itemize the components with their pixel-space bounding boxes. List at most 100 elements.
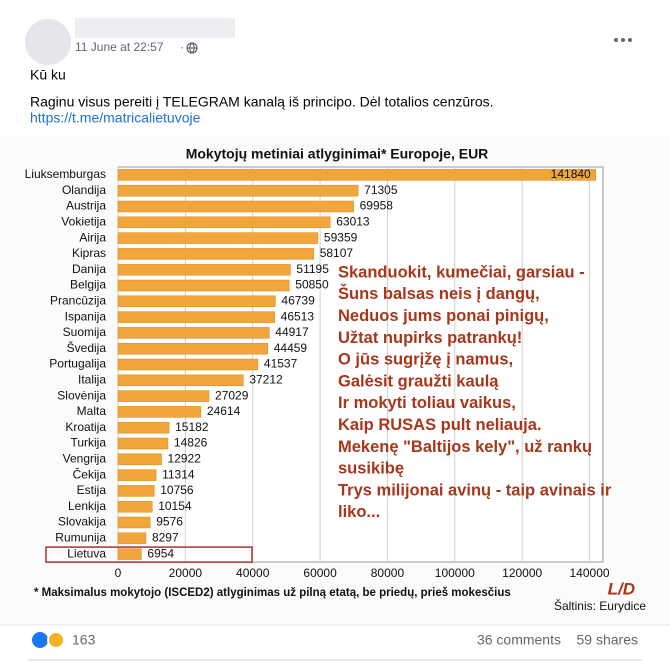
bar <box>117 232 319 244</box>
value-label: 9576 <box>156 515 183 529</box>
category-label: Čekija <box>73 466 107 481</box>
value-label: 71305 <box>364 183 398 197</box>
x-tick-label: 20000 <box>169 566 203 580</box>
value-label: 44459 <box>274 341 308 355</box>
x-tick-label: 100000 <box>435 566 475 580</box>
bar <box>117 295 276 308</box>
bar <box>117 169 596 181</box>
value-label: 69958 <box>360 199 394 213</box>
category-label: Belgija <box>70 278 106 292</box>
poem-line: Kaip RUSAS pult neliauja. <box>338 416 542 434</box>
category-label: Vokietija <box>61 214 106 228</box>
blurred-name[interactable] <box>75 18 235 38</box>
value-label: 141840 <box>551 167 591 181</box>
category-label: Turkija <box>70 436 106 450</box>
value-label: 63013 <box>336 214 370 228</box>
category-label: Rumunija <box>55 530 106 544</box>
value-label: 12922 <box>168 451 202 465</box>
category-label: Austrija <box>66 199 106 213</box>
poem-line: Galėsit graužti kaulą <box>338 372 499 390</box>
category-label: Kroatija <box>65 420 106 434</box>
category-label: Danija <box>72 262 106 276</box>
post-line: Kū ku <box>30 67 66 83</box>
category-label: Prancūzija <box>50 293 106 307</box>
value-label: 37212 <box>249 372 283 386</box>
category-label: Lietuva <box>67 546 106 560</box>
poem-line: liko... <box>338 503 380 521</box>
bar <box>117 516 151 529</box>
post-date[interactable]: 11 June at 22:57 <box>75 40 164 54</box>
x-tick-label: 120000 <box>502 566 542 580</box>
category-label: Portugalija <box>49 357 106 371</box>
value-label: 15182 <box>175 420 209 434</box>
poem-line: Mekenę "Baltijos kely", už rankų <box>338 438 592 456</box>
value-label: 11314 <box>162 467 195 481</box>
bar <box>117 184 359 197</box>
shares-count[interactable]: 59 shares <box>577 632 638 648</box>
bar <box>117 327 270 339</box>
value-label: 24614 <box>207 404 241 418</box>
more-button[interactable] <box>614 38 632 42</box>
category-label: Airija <box>79 230 106 244</box>
category-label: Estija <box>77 483 107 497</box>
bar <box>117 358 259 371</box>
reaction-icons[interactable] <box>32 631 65 649</box>
value-label: 51195 <box>296 262 329 276</box>
category-label: Lenkija <box>68 499 106 513</box>
post-line: Raginu visus pereiti į TELEGRAM kanalą i… <box>30 94 494 110</box>
bar <box>117 200 354 213</box>
value-label: 44917 <box>275 325 309 339</box>
value-label: 27029 <box>215 388 249 402</box>
highlight-box <box>45 546 253 563</box>
poem-line: Šuns balsas neis į dangų, <box>338 284 540 303</box>
bar <box>117 311 275 323</box>
bar <box>117 437 169 450</box>
category-label: Kipras <box>72 246 106 260</box>
bar <box>117 263 291 276</box>
category-label: Vengrija <box>63 451 107 465</box>
category-label: Olandija <box>62 183 106 197</box>
logo: L/D <box>608 579 635 598</box>
poem-line: Trys milijonai avinų - taip avinais ir <box>338 481 612 499</box>
post-link[interactable]: https://t.me/matricalietuvoje <box>30 110 201 126</box>
x-tick-label: 80000 <box>371 566 405 580</box>
category-label: Malta <box>77 404 107 418</box>
bar <box>117 421 170 434</box>
bar <box>117 469 157 481</box>
x-tick-label: 140000 <box>570 566 610 580</box>
poem-line: O jūs sugrįžę į namus, <box>338 351 513 369</box>
bar <box>117 548 142 560</box>
bar <box>117 500 153 513</box>
avatar[interactable] <box>25 19 71 65</box>
value-label: 46513 <box>281 309 315 323</box>
chart-title: Mokytojų metiniai atlyginimai* Europoje,… <box>186 146 489 162</box>
value-label: 14826 <box>174 436 208 450</box>
poem-line: Neduos jums ponai pinigų, <box>338 307 549 325</box>
value-label: 10154 <box>158 499 192 513</box>
comments-count[interactable]: 36 comments <box>477 632 561 648</box>
x-tick-label: 0 <box>115 566 122 580</box>
bar <box>117 453 162 466</box>
category-label: Liuksemburgas <box>25 167 106 181</box>
value-label: 58107 <box>320 246 354 260</box>
separator: · <box>180 40 184 54</box>
chart: Mokytojų metiniai atlyginimai* Europoje,… <box>25 146 647 613</box>
category-label: Suomija <box>63 325 107 339</box>
value-label: 10756 <box>160 483 194 497</box>
bar <box>117 248 314 260</box>
bar <box>117 216 331 229</box>
x-tick-label: 40000 <box>236 566 270 580</box>
value-label: 41537 <box>264 357 298 371</box>
source: Šaltinis: Eurydice <box>554 598 646 613</box>
bar <box>117 406 202 418</box>
reaction-count[interactable]: 163 <box>72 632 96 648</box>
value-label: 46739 <box>281 293 315 307</box>
category-label: Ispanija <box>65 309 107 323</box>
value-label: 6954 <box>147 546 174 560</box>
category-label: Slovakija <box>58 515 106 529</box>
bar <box>117 532 147 545</box>
bar <box>117 374 244 387</box>
globe-icon <box>186 42 198 54</box>
